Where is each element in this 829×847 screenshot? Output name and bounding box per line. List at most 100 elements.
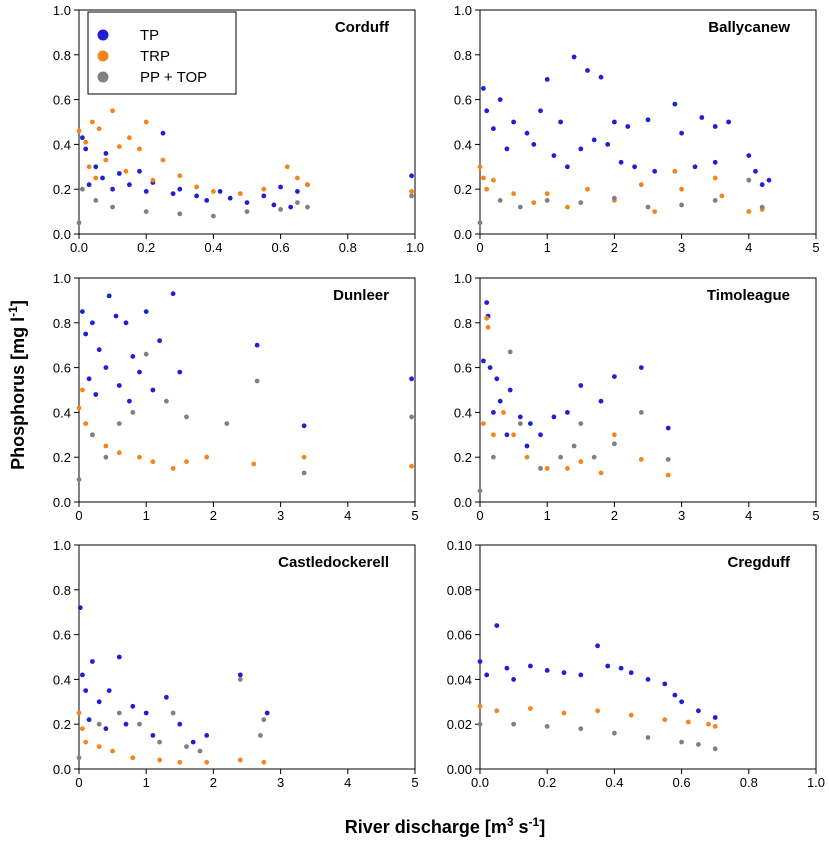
y-tick-label: 1.0 [454, 3, 472, 18]
data-point [595, 643, 600, 649]
data-point [244, 200, 250, 206]
data-point [164, 398, 169, 404]
data-point [177, 721, 183, 727]
data-point [481, 86, 486, 91]
x-tick-label: 0.0 [471, 775, 489, 790]
data-point [645, 204, 651, 210]
y-tick-label: 0.2 [53, 717, 71, 732]
data-point [485, 324, 491, 330]
data-point [638, 410, 644, 415]
x-tick-label: 3 [277, 775, 284, 790]
data-point [150, 733, 156, 738]
data-point [507, 387, 513, 393]
data-point [76, 477, 82, 482]
data-point [578, 383, 584, 388]
data-point [524, 454, 530, 460]
data-point [497, 398, 503, 404]
data-point [160, 157, 166, 163]
data-point [204, 733, 210, 738]
data-point [103, 454, 109, 460]
data-point [578, 421, 584, 426]
data-point [116, 171, 122, 176]
data-point [227, 195, 233, 201]
y-tick-label: 0.4 [454, 405, 472, 420]
data-point [665, 425, 671, 431]
data-point [558, 454, 563, 460]
data-point [544, 191, 550, 197]
data-point [137, 146, 142, 152]
data-point [80, 726, 85, 732]
y-tick-label: 0.8 [454, 48, 472, 63]
data-point [150, 177, 156, 183]
x-tick-label: 5 [411, 775, 418, 790]
series-pp-top [477, 177, 765, 226]
data-point [759, 182, 765, 188]
data-point [638, 365, 644, 370]
data-point [143, 209, 149, 215]
data-point [612, 119, 617, 125]
data-point [672, 168, 678, 174]
data-point [652, 168, 658, 174]
x-tick-label: 0.8 [740, 775, 758, 790]
y-tick-label: 0.6 [53, 93, 71, 108]
data-point [130, 410, 136, 415]
data-point [645, 677, 651, 682]
data-point [481, 421, 486, 426]
data-point [93, 198, 99, 203]
data-point [197, 748, 203, 754]
data-point [484, 672, 490, 678]
y-tick-label: 0.0 [53, 227, 71, 242]
legend-label-pp-top: PP + TOP [140, 69, 207, 86]
x-tick-label: 0 [476, 508, 483, 523]
data-point [177, 759, 183, 765]
data-point [305, 182, 310, 188]
panel-title: Cregduff [728, 554, 791, 571]
data-point [524, 130, 530, 136]
data-point [93, 164, 99, 170]
data-point [712, 198, 718, 203]
data-point [409, 376, 414, 382]
panel-4: 0 1 2 3 4 5 0.0 0.2 0.4 0.6 0.8 1.0 Castledockerell [53, 538, 419, 790]
data-point [484, 300, 490, 305]
data-point [612, 195, 617, 201]
data-point [301, 423, 307, 429]
data-point [83, 739, 89, 745]
data-point [261, 186, 267, 192]
data-point [618, 665, 624, 671]
y-tick-label: 0.4 [53, 672, 71, 687]
y-tick-label: 1.0 [53, 3, 71, 18]
data-point [538, 432, 543, 438]
data-point [116, 710, 122, 716]
y-tick-label: 0.2 [454, 450, 472, 465]
y-tick-label: 0.0 [53, 762, 71, 777]
data-point [746, 153, 752, 159]
data-point [184, 414, 189, 420]
data-point [261, 717, 267, 723]
data-point [531, 200, 537, 206]
data-point [628, 712, 634, 718]
data-point [126, 398, 132, 404]
data-point [531, 142, 537, 147]
data-point [76, 710, 82, 716]
data-point [177, 173, 183, 179]
data-point [110, 108, 115, 114]
x-tick-label: 0 [75, 508, 82, 523]
y-tick-label: 0.8 [53, 316, 71, 331]
data-point [571, 54, 577, 60]
data-point [544, 668, 550, 673]
data-point [696, 742, 701, 747]
data-point [254, 342, 260, 348]
plot-frame [78, 277, 416, 503]
data-point [301, 470, 307, 476]
data-point [712, 175, 718, 181]
data-point [409, 173, 414, 179]
data-point [305, 204, 310, 210]
plot-frame [479, 277, 817, 503]
data-point [497, 198, 503, 203]
data-point [528, 663, 533, 669]
data-point [110, 186, 115, 192]
y-tick-label: 0.10 [447, 538, 472, 553]
x-tick-label: 0.4 [605, 775, 623, 790]
data-point [484, 186, 490, 192]
